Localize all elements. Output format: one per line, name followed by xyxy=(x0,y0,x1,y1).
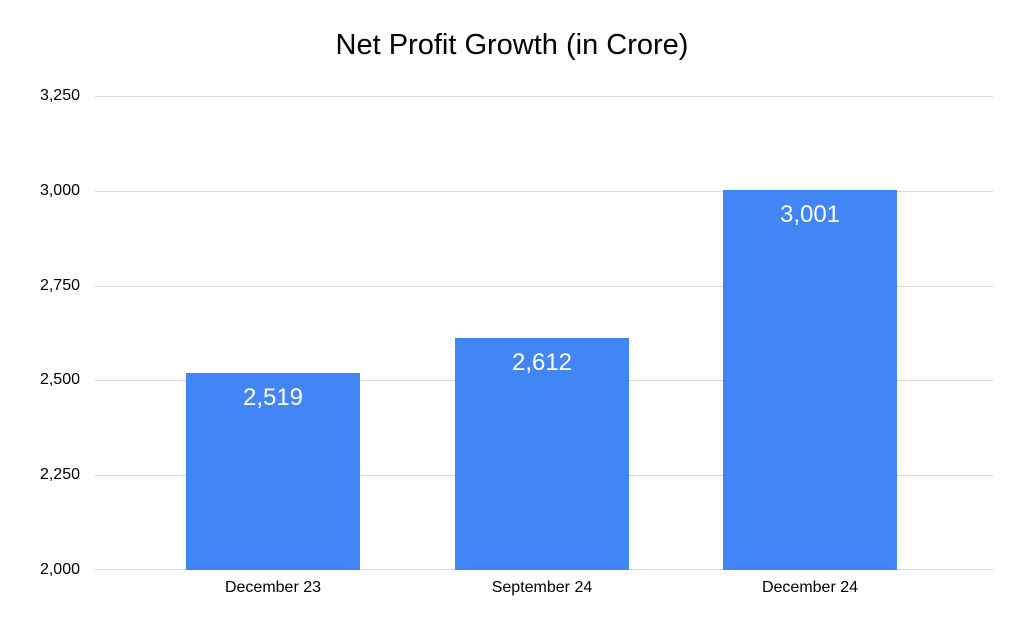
y-axis-tick-label: 2,000 xyxy=(39,561,80,578)
y-axis-tick-label: 2,250 xyxy=(39,466,80,484)
chart-title: Net Profit Growth (in Crore) xyxy=(335,29,689,61)
gridline xyxy=(95,96,993,97)
plot-area: 2,519 2,612 3,001 xyxy=(95,96,993,570)
bar-december-24[interactable]: 3,001 xyxy=(723,190,897,570)
bar-value-label: 2,612 xyxy=(511,349,573,376)
x-axis-tick-label: December 23 xyxy=(224,579,322,596)
gridline xyxy=(95,190,993,192)
bar-december-23[interactable]: 2,519 xyxy=(186,373,360,570)
y-axis-tick-label: 2,750 xyxy=(39,276,80,294)
x-axis-tick-label: September 24 xyxy=(491,579,593,596)
x-axis-tick-label: December 24 xyxy=(761,579,859,596)
bar-september-24[interactable]: 2,612 xyxy=(455,338,629,570)
y-axis-tick-label: 3,250 xyxy=(39,87,80,104)
bar-value-label: 3,001 xyxy=(779,201,841,228)
gridline xyxy=(95,285,993,287)
bar-value-label: 2,519 xyxy=(242,384,304,411)
y-axis-tick-label: 3,000 xyxy=(39,181,80,199)
y-axis-tick-label: 2,500 xyxy=(39,371,80,389)
